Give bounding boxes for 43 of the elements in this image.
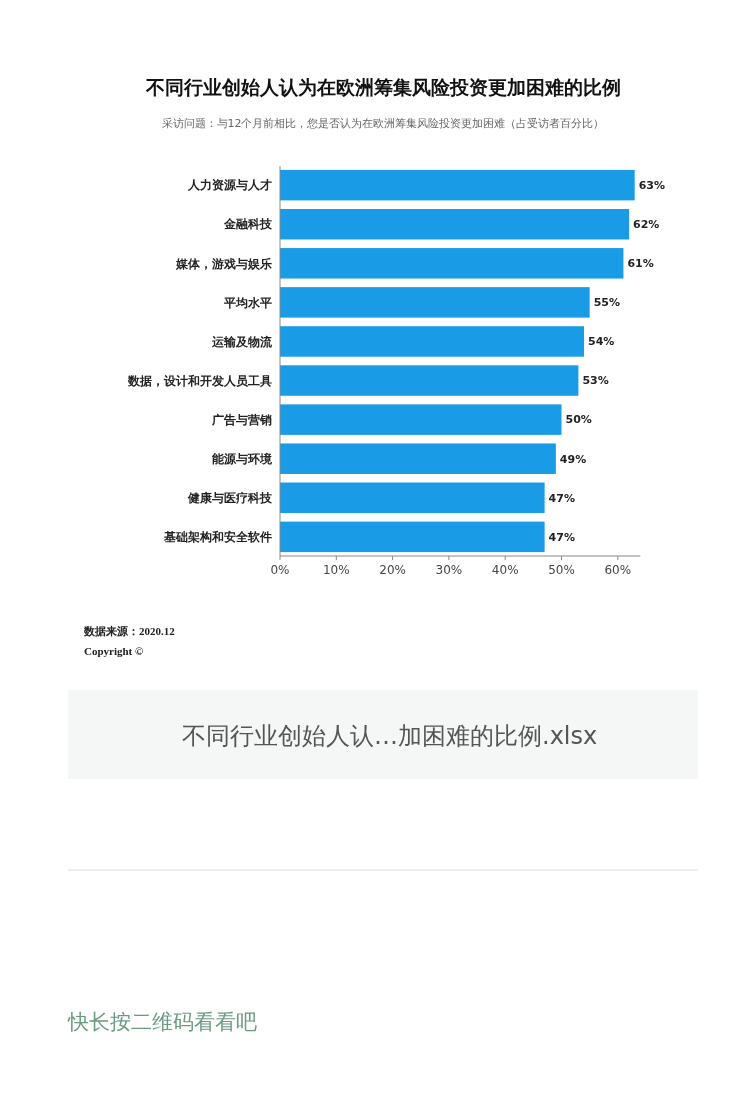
- data-label: 53%: [582, 374, 609, 388]
- data-label: 50%: [565, 413, 592, 427]
- data-label: 55%: [593, 296, 620, 310]
- text: 快长按二维码看看吧: [67, 1010, 257, 1034]
- x-tick-label: 20%: [379, 563, 406, 577]
- x-tick-label: 40%: [491, 563, 519, 577]
- bar: [280, 404, 562, 435]
- bar: [280, 287, 590, 318]
- x-tick-label: 30%: [435, 563, 463, 577]
- chart-title: 不同行业创始人认为在欧洲筹集风险投资更加困难的比例: [144, 76, 621, 98]
- y-tick-label: 健康与医疗科技: [187, 490, 273, 505]
- y-tick-label: 平均水平: [223, 295, 272, 310]
- data-label: 63%: [638, 179, 666, 192]
- y-tick-label: 运输及物流: [211, 334, 273, 349]
- chart-subtitle: 采访问题：与12个月前相比，您是否认为在欧洲筹集风险投资更加困难（占受访者百分比）: [161, 117, 605, 130]
- text: 不同行业创始人认…加困难的比例.xlsx: [182, 722, 598, 750]
- x-tick-label: 0%: [270, 563, 290, 577]
- text: Copyright ©: [84, 645, 144, 657]
- y-tick-label: 人力资源与人才: [187, 178, 272, 193]
- bar: [280, 365, 579, 396]
- data-label: 62%: [633, 218, 660, 232]
- bar: [280, 208, 630, 240]
- bar: [280, 326, 585, 357]
- data-label: 47%: [548, 530, 575, 544]
- y-tick-label: 金融科技: [223, 217, 273, 232]
- data-label: 47%: [548, 491, 575, 505]
- bar: [280, 443, 556, 474]
- bar: [280, 482, 545, 514]
- y-tick-label: 媒体，游戏与娱乐: [175, 256, 272, 271]
- bar: [280, 169, 635, 201]
- y-tick-label: 基础架构和安全软件: [163, 530, 272, 545]
- y-tick-label: 能源与环境: [212, 451, 273, 466]
- y-tick-label: 数据，设计和开发人员工具: [127, 373, 272, 388]
- data-label: 49%: [559, 452, 587, 466]
- bar: [280, 248, 624, 279]
- y-tick-label: 广告与营销: [211, 412, 272, 427]
- x-tick-label: 50%: [548, 563, 575, 577]
- data-label: 61%: [627, 257, 654, 271]
- x-tick-label: 10%: [322, 563, 350, 577]
- data-label: 54%: [588, 335, 615, 349]
- x-tick-label: 60%: [604, 563, 632, 577]
- source-note: 数据来源：2020.12: [83, 625, 176, 637]
- bar: [280, 521, 545, 553]
